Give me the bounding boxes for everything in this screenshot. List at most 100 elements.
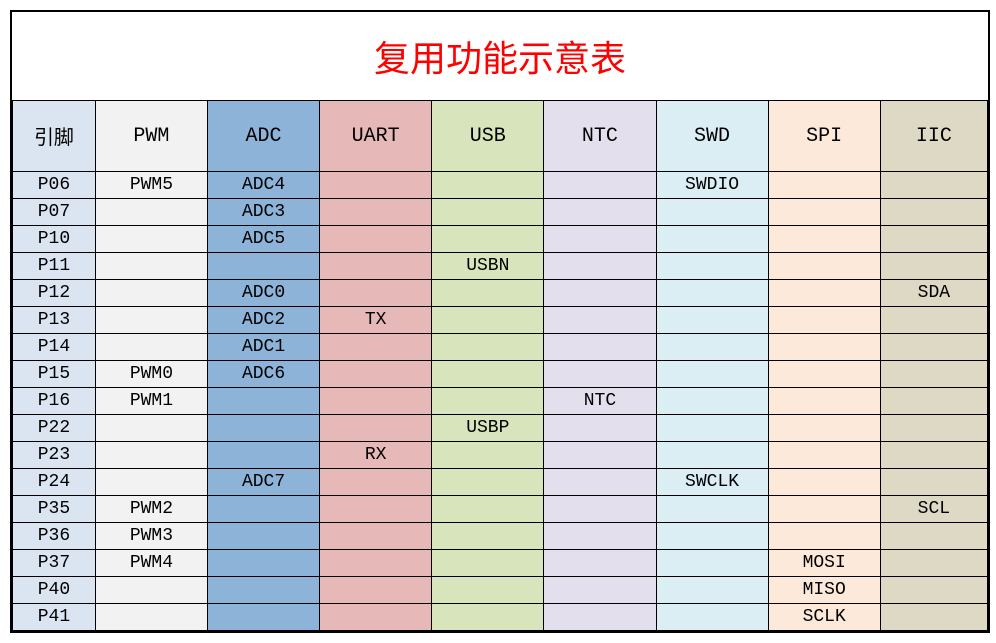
cell	[432, 388, 544, 415]
cell: P40	[13, 577, 96, 604]
cell	[880, 172, 987, 199]
cell	[95, 307, 207, 334]
cell	[95, 469, 207, 496]
cell	[320, 253, 432, 280]
col-header-swd: SWD	[656, 101, 768, 172]
table-container: 复用功能示意表 引脚PWMADCUARTUSBNTCSWDSPIIIC P06P…	[10, 10, 990, 633]
cell	[656, 253, 768, 280]
cell	[320, 604, 432, 631]
table-row: P37PWM4 MOSI	[13, 550, 988, 577]
cell	[208, 496, 320, 523]
cell	[656, 388, 768, 415]
cell	[95, 334, 207, 361]
cell	[656, 361, 768, 388]
cell	[880, 361, 987, 388]
cell	[768, 226, 880, 253]
cell: P10	[13, 226, 96, 253]
cell: P14	[13, 334, 96, 361]
table-row: P14ADC1	[13, 334, 988, 361]
cell: ADC2	[208, 307, 320, 334]
cell	[544, 550, 656, 577]
cell	[768, 469, 880, 496]
cell	[768, 415, 880, 442]
cell: NTC	[544, 388, 656, 415]
cell: MOSI	[768, 550, 880, 577]
cell	[544, 280, 656, 307]
table-row: P13ADC2TX	[13, 307, 988, 334]
cell	[880, 604, 987, 631]
cell	[432, 469, 544, 496]
cell	[208, 577, 320, 604]
pin-function-table: 引脚PWMADCUARTUSBNTCSWDSPIIIC P06PWM5ADC4S…	[12, 100, 988, 631]
cell	[432, 523, 544, 550]
cell	[768, 361, 880, 388]
cell	[768, 199, 880, 226]
cell	[768, 334, 880, 361]
cell	[432, 199, 544, 226]
cell	[544, 307, 656, 334]
cell	[768, 523, 880, 550]
cell: P35	[13, 496, 96, 523]
cell	[95, 442, 207, 469]
cell	[208, 523, 320, 550]
cell: ADC6	[208, 361, 320, 388]
cell: MISO	[768, 577, 880, 604]
col-header-spi: SPI	[768, 101, 880, 172]
cell: SDA	[880, 280, 987, 307]
col-header-ntc: NTC	[544, 101, 656, 172]
cell: P22	[13, 415, 96, 442]
cell	[656, 496, 768, 523]
cell	[208, 388, 320, 415]
cell	[208, 442, 320, 469]
cell: P15	[13, 361, 96, 388]
cell: P11	[13, 253, 96, 280]
col-header-usb: USB	[432, 101, 544, 172]
table-row: P16PWM1NTC	[13, 388, 988, 415]
cell: ADC5	[208, 226, 320, 253]
cell: SWCLK	[656, 469, 768, 496]
table-row: P24ADC7SWCLK	[13, 469, 988, 496]
cell	[95, 415, 207, 442]
cell	[544, 469, 656, 496]
col-header-adc: ADC	[208, 101, 320, 172]
cell: P36	[13, 523, 96, 550]
cell: P37	[13, 550, 96, 577]
cell: PWM3	[95, 523, 207, 550]
cell	[544, 577, 656, 604]
cell	[320, 496, 432, 523]
cell	[880, 226, 987, 253]
cell	[656, 334, 768, 361]
cell	[656, 199, 768, 226]
table-header-row: 引脚PWMADCUARTUSBNTCSWDSPIIIC	[13, 101, 988, 172]
cell	[432, 226, 544, 253]
cell: PWM4	[95, 550, 207, 577]
cell: P07	[13, 199, 96, 226]
cell	[656, 307, 768, 334]
cell	[768, 172, 880, 199]
cell	[432, 280, 544, 307]
table-row: P36PWM3	[13, 523, 988, 550]
cell	[320, 523, 432, 550]
cell: SWDIO	[656, 172, 768, 199]
cell	[768, 307, 880, 334]
cell	[544, 415, 656, 442]
cell: SCL	[880, 496, 987, 523]
cell	[544, 253, 656, 280]
cell	[768, 388, 880, 415]
cell	[208, 550, 320, 577]
cell	[880, 388, 987, 415]
cell: P06	[13, 172, 96, 199]
cell	[880, 199, 987, 226]
cell	[768, 496, 880, 523]
cell: P13	[13, 307, 96, 334]
cell	[432, 172, 544, 199]
table-title: 复用功能示意表	[12, 12, 988, 100]
cell	[95, 604, 207, 631]
cell	[320, 226, 432, 253]
table-row: P15PWM0ADC6	[13, 361, 988, 388]
cell	[656, 442, 768, 469]
cell	[544, 334, 656, 361]
cell: USBN	[432, 253, 544, 280]
col-header-uart: UART	[320, 101, 432, 172]
col-header-iic: IIC	[880, 101, 987, 172]
